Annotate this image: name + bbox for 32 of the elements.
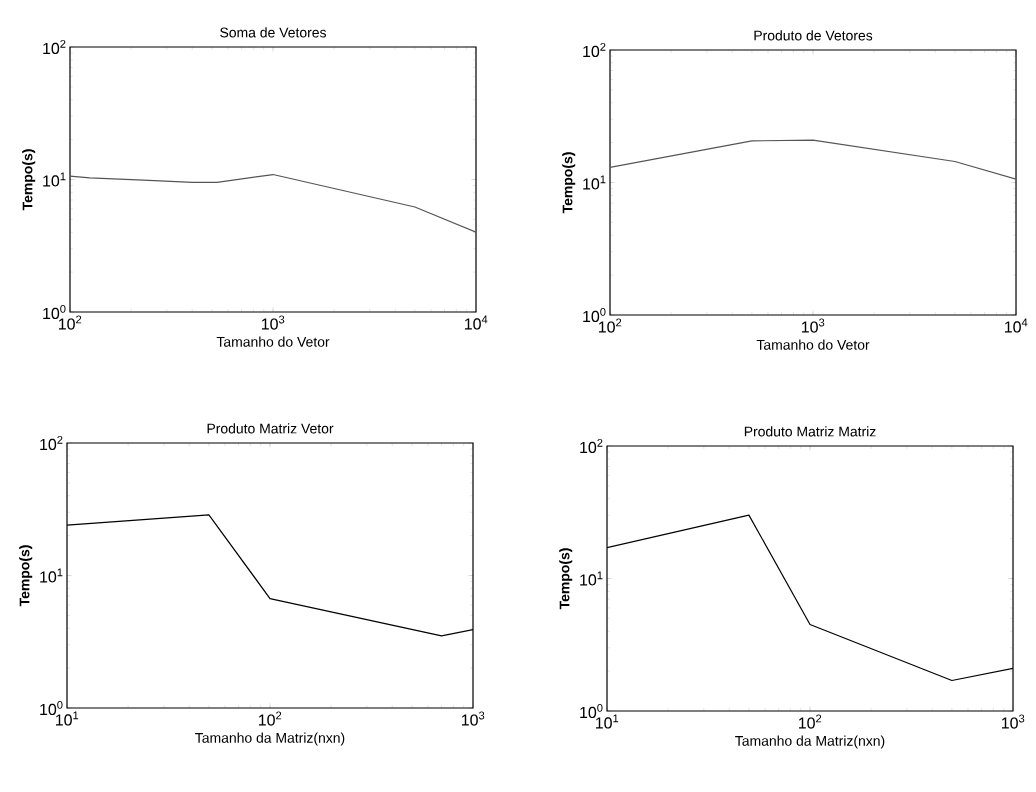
x-tick-label: 10$^{2}$ <box>599 318 622 333</box>
x-tick-label: 10$^{3}$ <box>262 315 285 330</box>
x-tick-label: 10$^{3}$ <box>462 711 485 726</box>
y-axis-title: Tempo(s) <box>562 152 576 214</box>
y-tick-label: 10$^{1}$ <box>43 172 66 187</box>
chart-title: Produto Matriz Vetor <box>207 423 334 434</box>
x-tick-label: 10$^{4}$ <box>465 315 488 330</box>
y-tick-label: 10$^{1}$ <box>40 568 63 583</box>
y-axis-title: Tempo(s) <box>22 149 36 211</box>
x-tick-label: 10$^{2}$ <box>59 315 82 330</box>
y-tick-label: 10$^{2}$ <box>580 438 603 454</box>
x-tick-label: 10$^{1}$ <box>56 711 79 726</box>
x-axis-title: Tamanho da Matriz(nxn) <box>735 735 885 749</box>
x-tick-label: 10$^{3}$ <box>802 318 825 333</box>
y-tick-label: 10$^{2}$ <box>43 39 66 55</box>
chart-title: Produto Matriz Matriz <box>744 426 876 437</box>
chart-title: Soma de Vetores <box>220 27 326 38</box>
x-axis-title: Tamanho da Matriz(nxn) <box>195 732 345 746</box>
x-tick-label: 10$^{2}$ <box>799 714 822 729</box>
y-tick-label: 10$^{2}$ <box>583 42 606 58</box>
y-tick-label: 10$^{1}$ <box>583 175 606 190</box>
y-tick-label: 10$^{2}$ <box>40 435 63 451</box>
y-axis-title: Tempo(s) <box>559 548 573 610</box>
y-tick-label: 10$^{1}$ <box>580 571 603 586</box>
x-axis-title: Tamanho do Vetor <box>216 336 330 347</box>
x-tick-label: 10$^{4}$ <box>1005 318 1028 333</box>
chart-title: Produto de Vetores <box>754 30 873 41</box>
y-axis-title: Tempo(s) <box>19 545 33 607</box>
x-tick-label: 10$^{3}$ <box>1002 714 1025 729</box>
x-axis-title: Tamanho do Vetor <box>756 339 870 350</box>
x-tick-label: 10$^{1}$ <box>596 714 619 729</box>
x-tick-label: 10$^{2}$ <box>259 711 282 726</box>
